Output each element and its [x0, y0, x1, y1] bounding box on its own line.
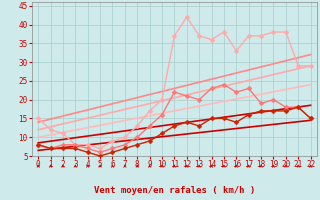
X-axis label: Vent moyen/en rafales ( km/h ): Vent moyen/en rafales ( km/h )	[94, 186, 255, 195]
